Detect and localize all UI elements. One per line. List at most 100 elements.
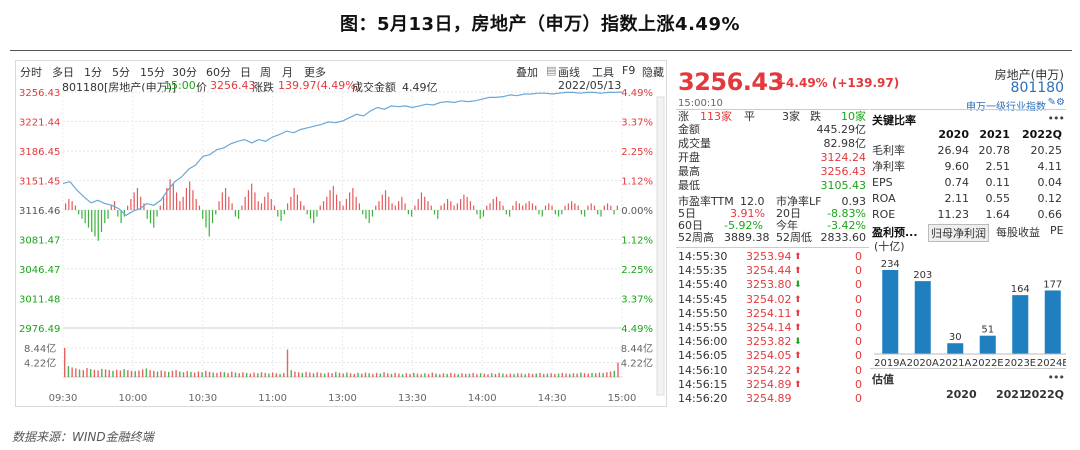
ratio-label: ROA bbox=[872, 191, 896, 205]
tab-eps[interactable]: 每股收益 bbox=[996, 226, 1040, 239]
flat-count: 3家 bbox=[782, 110, 800, 123]
volume-tick-label-right: 4.22亿 bbox=[621, 357, 653, 370]
f9-button[interactable]: F9 bbox=[622, 64, 636, 77]
tab-intraday[interactable]: 分时 bbox=[20, 66, 42, 79]
volume-bar bbox=[591, 372, 593, 377]
ratio-value: 26.94 bbox=[937, 143, 969, 157]
momentum-bar bbox=[567, 203, 569, 210]
momentum-bar bbox=[557, 210, 560, 217]
momentum-bar bbox=[548, 203, 550, 210]
ratio-value: 0.11 bbox=[985, 175, 1010, 189]
index-level-link[interactable]: 申万一级行业指数 bbox=[966, 102, 1046, 113]
momentum-bar bbox=[535, 205, 537, 210]
volume-bar bbox=[238, 373, 240, 377]
volume-bar bbox=[606, 372, 608, 377]
ratio-row: 毛利率 26.94 20.78 20.25 bbox=[872, 142, 1062, 158]
tab-pe[interactable]: PE bbox=[1050, 224, 1064, 237]
momentum-bar bbox=[172, 183, 174, 210]
tab-multi-day[interactable]: 多日 bbox=[52, 66, 74, 79]
volume-bar bbox=[320, 372, 322, 377]
profit-category-label: 2021A bbox=[939, 358, 971, 368]
profit-unit: (十亿) bbox=[874, 240, 905, 253]
tick-row: 14:56:15 3254.89 ⬆ 0 bbox=[678, 378, 866, 391]
price-line bbox=[62, 91, 623, 217]
volume-bar bbox=[67, 366, 70, 377]
profit-category-label: 2023E bbox=[1004, 358, 1036, 368]
volume-bar bbox=[112, 370, 114, 377]
tools-button[interactable]: 工具 bbox=[592, 66, 614, 79]
tab-30min[interactable]: 30分 bbox=[172, 66, 197, 79]
momentum-bar bbox=[97, 210, 99, 241]
ratios-more-icon[interactable]: ••• bbox=[1047, 112, 1065, 125]
fundamentals-panel: 房地产(申万) 801180 申万一级行业指数 ✎ ⚙ 关键比率 ••• 202… bbox=[870, 60, 1066, 407]
tab-60min[interactable]: 60分 bbox=[206, 66, 231, 79]
volume-bar bbox=[446, 373, 448, 377]
draw-button[interactable]: 画线 bbox=[558, 66, 580, 79]
tab-1min[interactable]: 1分 bbox=[84, 66, 102, 79]
tab-more[interactable]: 更多 bbox=[304, 66, 326, 79]
tick-price: 3254.05 bbox=[746, 349, 792, 363]
momentum-bar bbox=[456, 203, 458, 210]
momentum-bar bbox=[505, 210, 507, 215]
ratios-table: 2020 2021 2022Q 毛利率 26.94 20.78 20.25 净利率 9.6… bbox=[872, 126, 1062, 222]
tick-volume: 0 bbox=[855, 349, 862, 363]
volume-bar bbox=[457, 374, 460, 377]
momentum-bar bbox=[424, 196, 426, 210]
tick-time: 14:56:00 bbox=[678, 335, 728, 349]
chart-scrollbar[interactable] bbox=[656, 96, 665, 396]
arrow-up-icon: ⬆ bbox=[794, 294, 802, 305]
momentum-bar bbox=[551, 205, 553, 210]
draw-menu-icon[interactable]: ▤ bbox=[546, 64, 557, 77]
stat-value: 3124.24 bbox=[820, 151, 867, 164]
tick-price: 3254.89 bbox=[746, 392, 792, 405]
tab-5min[interactable]: 5分 bbox=[112, 66, 130, 79]
momentum-bar bbox=[208, 210, 210, 237]
volume-bar bbox=[323, 373, 326, 377]
settings-icon[interactable]: ⚙ bbox=[1056, 97, 1065, 108]
profit-bar bbox=[979, 335, 996, 354]
volume-bar bbox=[424, 373, 426, 377]
ratio-value: 2.51 bbox=[985, 159, 1010, 173]
y-tick-label: 3046.47 bbox=[19, 265, 60, 276]
tab-week[interactable]: 周 bbox=[260, 66, 271, 79]
overlay-button[interactable]: 叠加 bbox=[516, 66, 538, 79]
volume-bar bbox=[64, 348, 66, 377]
momentum-bar bbox=[440, 205, 442, 210]
tab-net-profit[interactable]: 归母净利润 bbox=[928, 224, 989, 242]
tick-row: 14:56:05 3254.05 ⬆ 0 bbox=[678, 350, 866, 362]
profit-category-label: 2020A bbox=[907, 358, 939, 368]
momentum-bar bbox=[466, 196, 468, 210]
edit-icon[interactable]: ✎ bbox=[1047, 97, 1056, 108]
intraday-chart[interactable]: 3256.43 3221.44 3186.45 3151.45 3116.46 3081.… bbox=[16, 61, 666, 406]
momentum-bar bbox=[221, 192, 223, 210]
info-date: 2022/05/13 bbox=[558, 79, 622, 92]
tab-month[interactable]: 月 bbox=[282, 66, 293, 79]
tab-15min[interactable]: 15分 bbox=[140, 66, 165, 79]
volume-bar bbox=[167, 371, 170, 377]
momentum-bar bbox=[287, 203, 289, 210]
momentum-bar bbox=[198, 205, 201, 210]
tick-price: 3253.80 bbox=[746, 278, 792, 292]
volume-bar bbox=[505, 374, 508, 377]
momentum-bar bbox=[316, 210, 318, 217]
volume-bar bbox=[346, 372, 348, 377]
pct-tick-label: 3.37% bbox=[621, 118, 653, 129]
tick-price: 3254.14 bbox=[746, 321, 792, 334]
market-breadth: 涨 113家 平 3家 跌 10家 bbox=[678, 110, 866, 123]
valuation-more-icon[interactable]: ••• bbox=[1047, 371, 1065, 384]
volume-bar bbox=[494, 373, 497, 377]
tick-row: 14:56:20 3254.89 0 bbox=[678, 393, 866, 405]
tab-day[interactable]: 日 bbox=[240, 66, 251, 79]
quote-time: 15:00:10 bbox=[678, 98, 723, 109]
tab-profit-forecast[interactable]: 盈利预... bbox=[872, 226, 918, 239]
tick-row: 14:55:45 3254.02 ⬆ 0 bbox=[678, 293, 866, 306]
volume-bar bbox=[264, 372, 266, 377]
info-turnover-label: 成交金额 bbox=[352, 81, 396, 94]
profit-bar-label: 234 bbox=[881, 259, 900, 270]
volume-bar bbox=[260, 372, 263, 377]
momentum-bar bbox=[515, 201, 517, 210]
arrow-up-icon: ⬆ bbox=[794, 379, 802, 390]
hide-button[interactable]: 隐藏 bbox=[642, 66, 664, 79]
profit-bar-label: 30 bbox=[949, 332, 962, 343]
volume-bar bbox=[353, 373, 356, 377]
